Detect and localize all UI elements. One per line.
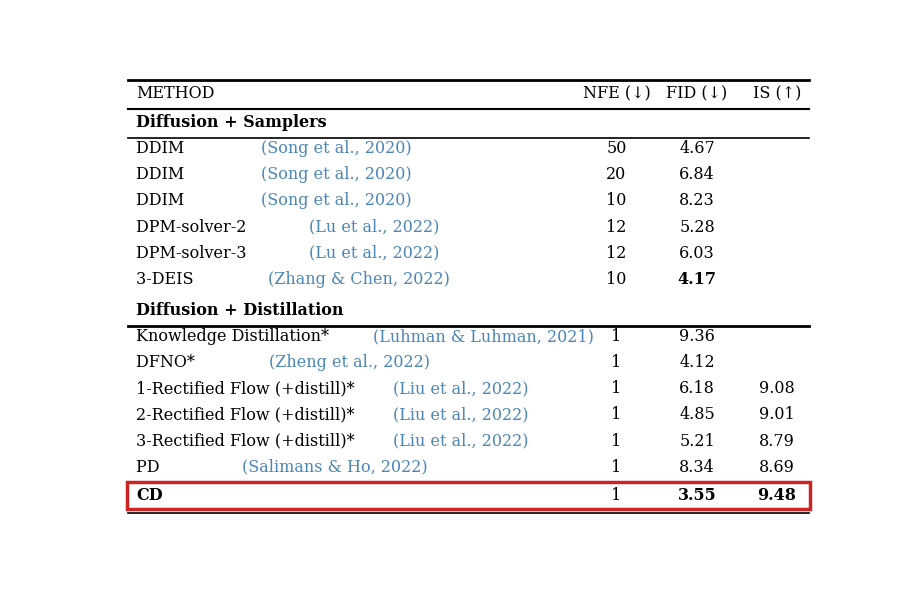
Text: DDIM: DDIM [136, 140, 189, 157]
Text: Knowledge Distillation*: Knowledge Distillation* [136, 328, 335, 345]
Text: 1: 1 [611, 487, 622, 505]
Text: 20: 20 [606, 166, 627, 183]
Text: 10: 10 [606, 193, 627, 209]
Text: 4.67: 4.67 [679, 140, 715, 157]
Text: 6.18: 6.18 [679, 380, 715, 397]
Text: (Luhman & Luhman, 2021): (Luhman & Luhman, 2021) [373, 328, 594, 345]
Text: 12: 12 [606, 245, 627, 262]
Text: 9.36: 9.36 [679, 328, 715, 345]
Text: 4.17: 4.17 [677, 271, 717, 288]
Text: 9.01: 9.01 [759, 406, 795, 424]
Text: IS (↑): IS (↑) [753, 85, 801, 102]
Text: 1-Rectified Flow (+distill)*: 1-Rectified Flow (+distill)* [136, 380, 360, 397]
Text: (Song et al., 2020): (Song et al., 2020) [261, 193, 411, 209]
Text: 1: 1 [611, 459, 622, 476]
Text: 50: 50 [606, 140, 627, 157]
Text: 1: 1 [611, 406, 622, 424]
Text: 8.69: 8.69 [759, 459, 795, 476]
Text: (Lu et al., 2022): (Lu et al., 2022) [309, 218, 440, 236]
Text: DDIM: DDIM [136, 166, 189, 183]
Text: 3-Rectified Flow (+distill)*: 3-Rectified Flow (+distill)* [136, 433, 360, 449]
Text: (Song et al., 2020): (Song et al., 2020) [261, 140, 411, 157]
Text: (Liu et al., 2022): (Liu et al., 2022) [393, 406, 528, 424]
Text: 3.55: 3.55 [677, 487, 717, 505]
Text: (Liu et al., 2022): (Liu et al., 2022) [393, 380, 528, 397]
Text: 8.79: 8.79 [759, 433, 795, 449]
Text: METHOD: METHOD [136, 85, 214, 102]
Text: 12: 12 [606, 218, 627, 236]
Text: DDIM: DDIM [136, 193, 189, 209]
Text: (Song et al., 2020): (Song et al., 2020) [261, 166, 411, 183]
Text: 1: 1 [611, 433, 622, 449]
Text: FID (↓): FID (↓) [666, 85, 728, 102]
Text: DFNO*: DFNO* [136, 354, 200, 371]
Text: (Zhang & Chen, 2022): (Zhang & Chen, 2022) [268, 271, 450, 288]
Text: 4.12: 4.12 [679, 354, 715, 371]
Text: 6.84: 6.84 [679, 166, 715, 183]
Text: 1: 1 [611, 354, 622, 371]
Text: (Liu et al., 2022): (Liu et al., 2022) [393, 433, 528, 449]
Text: 8.23: 8.23 [679, 193, 715, 209]
Text: 1: 1 [611, 380, 622, 397]
Text: 5.28: 5.28 [679, 218, 715, 236]
Text: 5.21: 5.21 [679, 433, 715, 449]
Text: 1: 1 [611, 328, 622, 345]
Text: DPM-solver-2: DPM-solver-2 [136, 218, 251, 236]
Text: 9.48: 9.48 [758, 487, 796, 505]
Text: Diffusion + Samplers: Diffusion + Samplers [136, 114, 326, 131]
Text: 3-DEIS: 3-DEIS [136, 271, 198, 288]
Text: 4.85: 4.85 [679, 406, 715, 424]
Text: NFE (↓): NFE (↓) [582, 85, 651, 102]
Text: 9.08: 9.08 [759, 380, 795, 397]
Text: 2-Rectified Flow (+distill)*: 2-Rectified Flow (+distill)* [136, 406, 359, 424]
Text: (Zheng et al., 2022): (Zheng et al., 2022) [270, 354, 430, 371]
Text: PD: PD [136, 459, 165, 476]
Text: 6.03: 6.03 [679, 245, 715, 262]
Text: CD: CD [136, 487, 163, 505]
Text: 8.34: 8.34 [679, 459, 715, 476]
Text: (Salimans & Ho, 2022): (Salimans & Ho, 2022) [242, 459, 428, 476]
Text: DPM-solver-3: DPM-solver-3 [136, 245, 251, 262]
Text: Diffusion + Distillation: Diffusion + Distillation [136, 302, 344, 319]
Text: (Lu et al., 2022): (Lu et al., 2022) [309, 245, 440, 262]
Text: 10: 10 [606, 271, 627, 288]
